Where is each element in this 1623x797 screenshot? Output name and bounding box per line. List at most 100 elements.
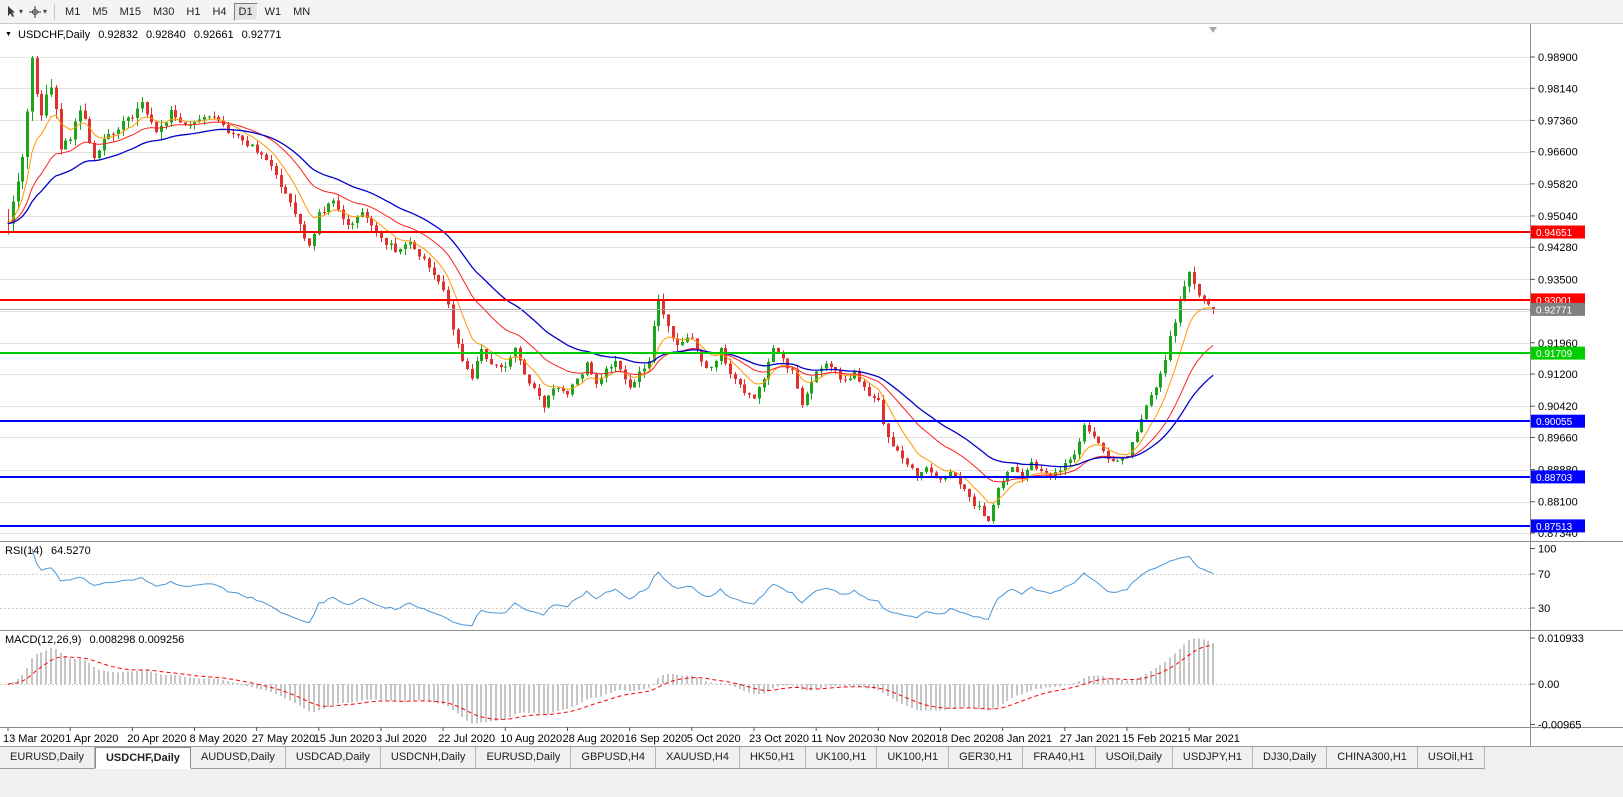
date-label: 18 Dec 2020	[936, 733, 998, 745]
price-level-badge	[1531, 414, 1585, 428]
macd-signal-line	[7, 644, 1214, 720]
scale-tick-label: 0.010933	[1538, 633, 1584, 645]
price-level-badge	[1531, 225, 1585, 239]
chart-tab[interactable]: UK100,H1	[805, 747, 878, 769]
price-level-badge	[1531, 302, 1585, 316]
macd-legend: MACD(12,26,9) 0.008298 0.009256	[5, 634, 189, 646]
date-label: 27 Jan 2021	[1060, 733, 1121, 745]
date-label: 3 Jul 2020	[376, 733, 427, 745]
legend-low: 0.92661	[193, 29, 234, 41]
date-label: 1 Apr 2020	[65, 733, 118, 745]
timeframe-button-m30[interactable]: M30	[153, 5, 175, 18]
legend-high: 0.92840	[146, 29, 186, 41]
macd-name: MACD(12,26,9)	[5, 634, 82, 646]
ma-line-20	[7, 121, 1214, 483]
rsi-line	[31, 548, 1214, 627]
scale-tick-label: 0.96600	[1538, 147, 1578, 159]
chart-tab[interactable]: USOil,Daily	[1095, 747, 1173, 769]
chart-tab[interactable]: GBPUSD,H4	[571, 747, 656, 769]
date-label: 16 Sep 2020	[625, 733, 687, 745]
date-label: 11 Nov 2020	[811, 733, 873, 745]
legend-close: 0.92771	[241, 29, 282, 41]
scale-tick-label: 0.95040	[1538, 211, 1578, 223]
scale-tick-label: 30	[1538, 603, 1550, 615]
timeframe-button-w1[interactable]: W1	[264, 5, 282, 18]
date-label: 5 Oct 2020	[687, 733, 741, 745]
timeframe-button-m1[interactable]: M1	[65, 5, 81, 18]
timeframe-button-h4[interactable]: H4	[212, 5, 227, 18]
scale-tick-label: 0.98900	[1538, 52, 1578, 64]
date-label: 30 Nov 2020	[873, 733, 935, 745]
scale-tick-label: 0.89660	[1538, 433, 1578, 445]
rsi-level-guides	[0, 574, 1530, 609]
chart-tab[interactable]: GER30,H1	[949, 747, 1024, 769]
scale-tick-label: 70	[1538, 569, 1550, 581]
chart-tab[interactable]: EURUSD,Daily	[476, 747, 572, 769]
price-scale[interactable]: 0.98900 0.98140 0.97360 0.96600 0.95820 0.950…	[1530, 52, 1584, 732]
one-click-trading-icon[interactable]: ▼	[5, 31, 12, 38]
legend-symbol: USDCHF,Daily	[18, 29, 91, 41]
price-level-badge-label: 0.87513	[1536, 522, 1573, 533]
chart-tab[interactable]: USDCAD,Daily	[285, 747, 381, 769]
chart-canvas[interactable]: 0.98900 0.98140 0.97360 0.96600 0.95820 0.950…	[0, 24, 1623, 746]
rsi-legend: RSI(14) 64.5270	[5, 545, 96, 557]
timeframe-button-h1[interactable]: H1	[186, 5, 201, 18]
price-level-badge-label: 0.93001	[1536, 296, 1573, 307]
chart-tab[interactable]: AUDUSD,Daily	[190, 747, 286, 769]
legend-open: 0.92832	[98, 29, 138, 41]
price-level-badge	[1531, 519, 1585, 533]
timeframe-button-m5[interactable]: M5	[92, 5, 108, 18]
price-level-badge	[1531, 470, 1585, 484]
chart-tab[interactable]: USDJPY,H1	[1172, 747, 1254, 769]
chevron-down-icon: ▾	[43, 6, 48, 16]
crosshair-tool-icon	[28, 5, 42, 19]
time-scale[interactable]: 13 Mar 2020 1 Apr 2020 20 Apr 2020 8 May 20…	[3, 727, 1240, 745]
scale-tick-label: 0.94280	[1538, 242, 1578, 254]
date-label: 8 May 2020	[190, 733, 247, 745]
date-label: 15 Feb 2021	[1122, 733, 1184, 745]
date-label: 5 Mar 2021	[1184, 733, 1240, 745]
chart-tab[interactable]: DJ30,Daily	[1253, 747, 1328, 769]
chart-tab[interactable]: XAUUSD,H4	[655, 747, 740, 769]
chart-tab[interactable]: EURUSD,Daily	[0, 747, 95, 769]
chart-tab[interactable]: CHINA300,H1	[1327, 747, 1418, 769]
date-label: 13 Mar 2020	[3, 733, 65, 745]
cursor-tool-button[interactable]: ▾	[2, 2, 25, 22]
timeframe-button-d1[interactable]: D1	[233, 2, 258, 21]
toolbar-separator	[54, 3, 56, 20]
price-level-badge-label: 0.88703	[1536, 473, 1573, 484]
chart-tabs: EURUSD,Daily USDCHF,Daily AUDUSD,Daily USDC…	[0, 747, 1623, 769]
price-level-badge	[1531, 346, 1585, 360]
macd-value: 0.008298 0.009256	[89, 634, 185, 646]
macd-histogram	[7, 638, 1214, 724]
rsi-name: RSI(14)	[5, 545, 43, 557]
price-level-badge-label: 0.91709	[1536, 349, 1573, 360]
chart-tab[interactable]: USDCNH,Daily	[380, 747, 477, 769]
chart-tab-selected[interactable]: USDCHF,Daily	[94, 747, 191, 769]
date-label: 27 May 2020	[252, 733, 316, 745]
scale-tick-label: 0.00	[1538, 679, 1559, 691]
ma-line-8	[7, 114, 1214, 504]
timeframe-button-mn[interactable]: MN	[293, 5, 311, 18]
candles-layer	[7, 55, 1215, 524]
chart-tab[interactable]: USOil,H1	[1417, 747, 1485, 769]
chart-legend: ▼ USDCHF,Daily 0.92832 0.92840 0.92661 0…	[5, 29, 286, 41]
scale-tick-label: 0.91200	[1538, 369, 1578, 381]
date-label: 10 Aug 2020	[500, 733, 562, 745]
chart-tab[interactable]: HK50,H1	[739, 747, 806, 769]
date-label: 23 Oct 2020	[749, 733, 809, 745]
scroll-shift-marker-icon[interactable]	[1209, 27, 1218, 33]
rsi-value: 64.5270	[50, 545, 91, 557]
chart-tab-bar: EURUSD,Daily USDCHF,Daily AUDUSD,Daily USDC…	[0, 746, 1623, 797]
date-label: 15 Jun 2020	[314, 733, 375, 745]
price-level-badge-label: 0.94651	[1536, 228, 1573, 239]
chart-area[interactable]: 0.98900 0.98140 0.97360 0.96600 0.95820 0.950…	[0, 24, 1623, 746]
crosshair-tool-button[interactable]: ▾	[26, 2, 49, 22]
scale-tick-label: 0.98140	[1538, 83, 1578, 95]
chart-tab[interactable]: FRA40,H1	[1023, 747, 1096, 769]
cursor-tool-icon	[4, 5, 18, 19]
timeframe-button-m15[interactable]: M15	[119, 5, 141, 18]
chart-tab[interactable]: UK100,H1	[877, 747, 950, 769]
timeframe-group: M1 M5 M15 M30 H1 H4 D1 W1 MN	[60, 2, 315, 21]
scale-tick-label: 0.97360	[1538, 115, 1578, 127]
